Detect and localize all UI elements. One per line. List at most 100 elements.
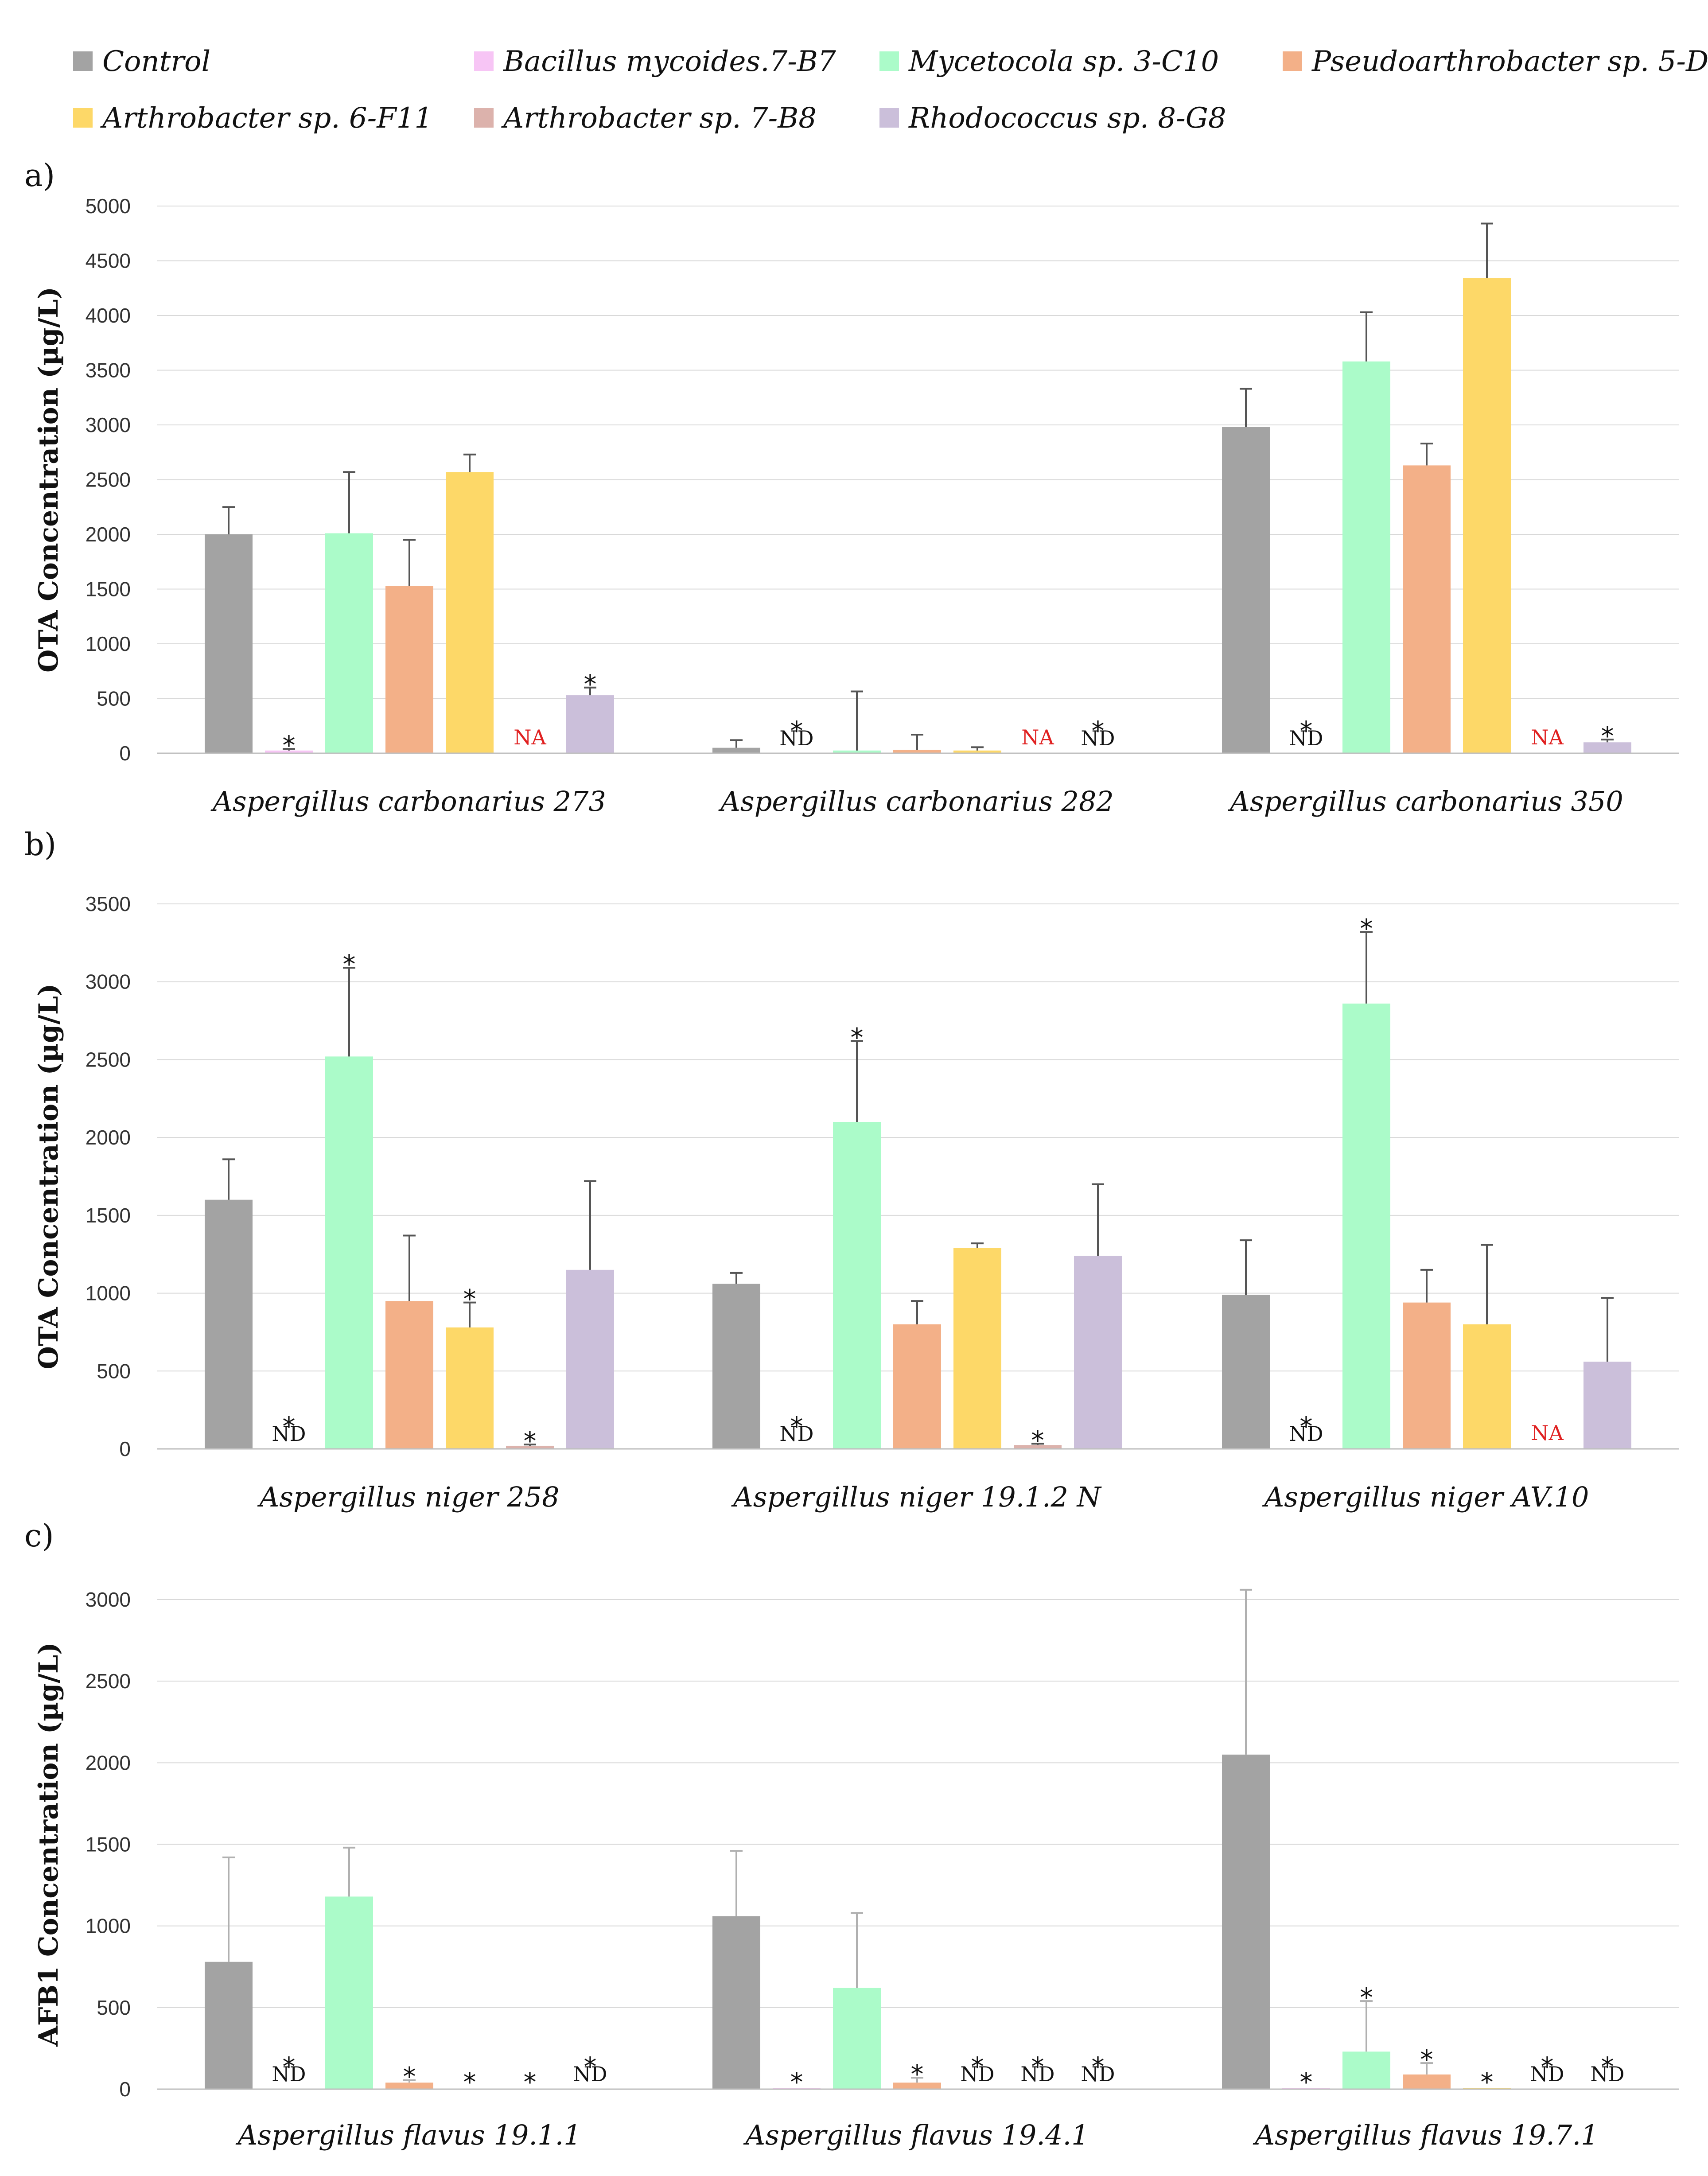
- significance-star: *: [463, 2067, 476, 2097]
- legend-label: Control: [102, 45, 210, 78]
- legend-label: Bacillus mycoides.7-B7: [503, 45, 836, 78]
- x-category-label: Aspergillus carbonarius 282: [718, 785, 1114, 817]
- not-detected-label: ND: [1081, 726, 1115, 750]
- y-tick-label: 2000: [86, 523, 131, 546]
- significance-star: *: [1300, 716, 1313, 746]
- bar-rhodococcus-sp-8-g8: [1583, 1362, 1631, 1449]
- bar-arthrobacter-sp-6-f11: [446, 1327, 494, 1449]
- y-tick-label: 1000: [86, 1282, 131, 1305]
- significance-star: *: [1420, 2044, 1433, 2075]
- legend: Control Bacillus mycoides.7-B7 Mycetocola …: [73, 45, 1708, 135]
- significance-star: *: [1300, 2067, 1313, 2097]
- significance-star: *: [1360, 913, 1373, 943]
- y-tick-label: 2000: [86, 1126, 131, 1149]
- y-tick-label: 2000: [86, 1751, 131, 1774]
- bar-arthrobacter-sp-7-b8: [1014, 1445, 1062, 1449]
- bar-pseudoarthrobacter-sp-5-d6: [385, 1301, 433, 1449]
- not-detected-label: ND: [1289, 726, 1323, 750]
- legend-swatch: [474, 51, 494, 71]
- y-tick-label: 500: [97, 1359, 131, 1382]
- not-detected-label: ND: [1289, 1422, 1323, 1446]
- not-detected-label: ND: [573, 2062, 607, 2086]
- y-tick-label: 3500: [86, 892, 131, 915]
- significance-star: *: [1092, 716, 1105, 746]
- not-detected-label: ND: [272, 1422, 306, 1446]
- y-axis-label: OTA Concentration (µg/L): [33, 287, 64, 673]
- not-detected-label: ND: [779, 1422, 813, 1446]
- significance-star: *: [584, 2051, 597, 2082]
- y-tick-label: 0: [119, 1437, 131, 1460]
- bar-control: [1222, 1754, 1270, 2089]
- bar-control: [205, 1199, 253, 1449]
- not-applicable-label: NA: [514, 725, 546, 749]
- y-tick-label: 5000: [86, 195, 131, 218]
- x-category-label: Aspergillus niger AV.10: [1262, 1481, 1589, 1513]
- legend-item-rhodococcus-sp-8-g8: Rhodococcus sp. 8-G8: [879, 102, 1226, 135]
- y-tick-label: 3000: [86, 970, 131, 993]
- y-tick-label: 0: [119, 2078, 131, 2101]
- bar-pseudoarthrobacter-sp-5-d6: [385, 2083, 433, 2089]
- bar-arthrobacter-sp-6-f11: [1463, 1324, 1511, 1449]
- bar-rhodococcus-sp-8-g8: [566, 1269, 614, 1449]
- significance-star: *: [971, 2051, 984, 2082]
- panel-b: b) 0 500 1000 1500 2000 2500 3000 3500 OTA Concen…: [24, 826, 1679, 1513]
- bar-arthrobacter-sp-6-f11: [953, 1248, 1001, 1449]
- panel-label: b): [24, 826, 56, 863]
- not-detected-label: ND: [272, 2062, 306, 2086]
- legend-label: Rhodococcus sp. 8-G8: [908, 102, 1226, 135]
- significance-star: *: [463, 1284, 476, 1314]
- significance-star: *: [524, 2067, 537, 2097]
- panel-label: c): [24, 1518, 54, 1554]
- bar-mycetocola-sp-3-c10: [325, 1896, 373, 2089]
- x-category-label: Aspergillus carbonarius 350: [1228, 785, 1623, 817]
- not-detected-label: ND: [1020, 2062, 1054, 2086]
- y-tick-label: 3000: [86, 413, 131, 436]
- legend-label: Arthrobacter sp. 7-B8: [501, 102, 817, 135]
- legend-item-mycetocola-sp-3-c10: Mycetocola sp. 3-C10: [879, 45, 1219, 78]
- significance-star: *: [343, 949, 356, 979]
- bar-pseudoarthrobacter-sp-5-d6: [893, 750, 941, 753]
- y-tick-label: 1500: [86, 578, 131, 601]
- significance-star: *: [1031, 1425, 1044, 1455]
- y-tick-label: 2500: [86, 1048, 131, 1071]
- bar-arthrobacter-sp-7-b8: [506, 1445, 554, 1449]
- not-applicable-label: NA: [1021, 725, 1054, 749]
- y-tick-label: 3500: [86, 359, 131, 382]
- y-tick-label: 2500: [86, 1670, 131, 1693]
- significance-star: *: [1092, 2051, 1105, 2082]
- legend-label: Pseudoarthrobacter sp. 5-D6: [1311, 45, 1708, 78]
- legend-item-control: Control: [73, 45, 210, 78]
- bar-mycetocola-sp-3-c10: [833, 1122, 881, 1449]
- y-tick-label: 4500: [86, 249, 131, 272]
- legend-item-bacillus-mycoides-7-b7: Bacillus mycoides.7-B7: [474, 45, 836, 78]
- bar-mycetocola-sp-3-c10: [833, 1988, 881, 2089]
- x-category-label: Aspergillus niger 19.1.2 N: [731, 1481, 1102, 1513]
- significance-star: *: [283, 2051, 296, 2082]
- bar-mycetocola-sp-3-c10: [1342, 361, 1390, 753]
- bar-rhodococcus-sp-8-g8: [1583, 742, 1631, 753]
- significance-star: *: [1031, 2051, 1044, 2082]
- not-detected-label: ND: [1590, 2062, 1624, 2086]
- bar-control: [1222, 1295, 1270, 1449]
- significance-star: *: [1541, 2051, 1554, 2082]
- not-detected-label: ND: [1530, 2062, 1564, 2086]
- legend-label: Arthrobacter sp. 6-F11: [100, 102, 432, 135]
- not-applicable-label: NA: [1531, 1421, 1564, 1445]
- not-detected-label: ND: [779, 726, 813, 750]
- significance-star: *: [283, 1411, 296, 1441]
- not-applicable-label: NA: [1531, 725, 1564, 749]
- x-category-label: Aspergillus flavus 19.1.1: [235, 2119, 581, 2151]
- significance-star: *: [790, 716, 803, 746]
- chart-panels: a) 0 500 1000 1500 2000 2500 3000 3500 4000 4500 50…: [24, 157, 1679, 2151]
- bar-pseudoarthrobacter-sp-5-d6: [893, 1324, 941, 1449]
- significance-star: *: [911, 2059, 924, 2089]
- bar-pseudoarthrobacter-sp-5-d6: [1403, 2074, 1451, 2089]
- bar-control: [205, 534, 253, 753]
- bar-mycetocola-sp-3-c10: [325, 533, 373, 753]
- y-axis-label: OTA Concentration (µg/L): [33, 984, 64, 1370]
- legend-swatch: [879, 51, 899, 71]
- significance-star: *: [790, 1411, 803, 1441]
- significance-star: *: [1601, 721, 1614, 751]
- y-tick-label: 0: [119, 742, 131, 765]
